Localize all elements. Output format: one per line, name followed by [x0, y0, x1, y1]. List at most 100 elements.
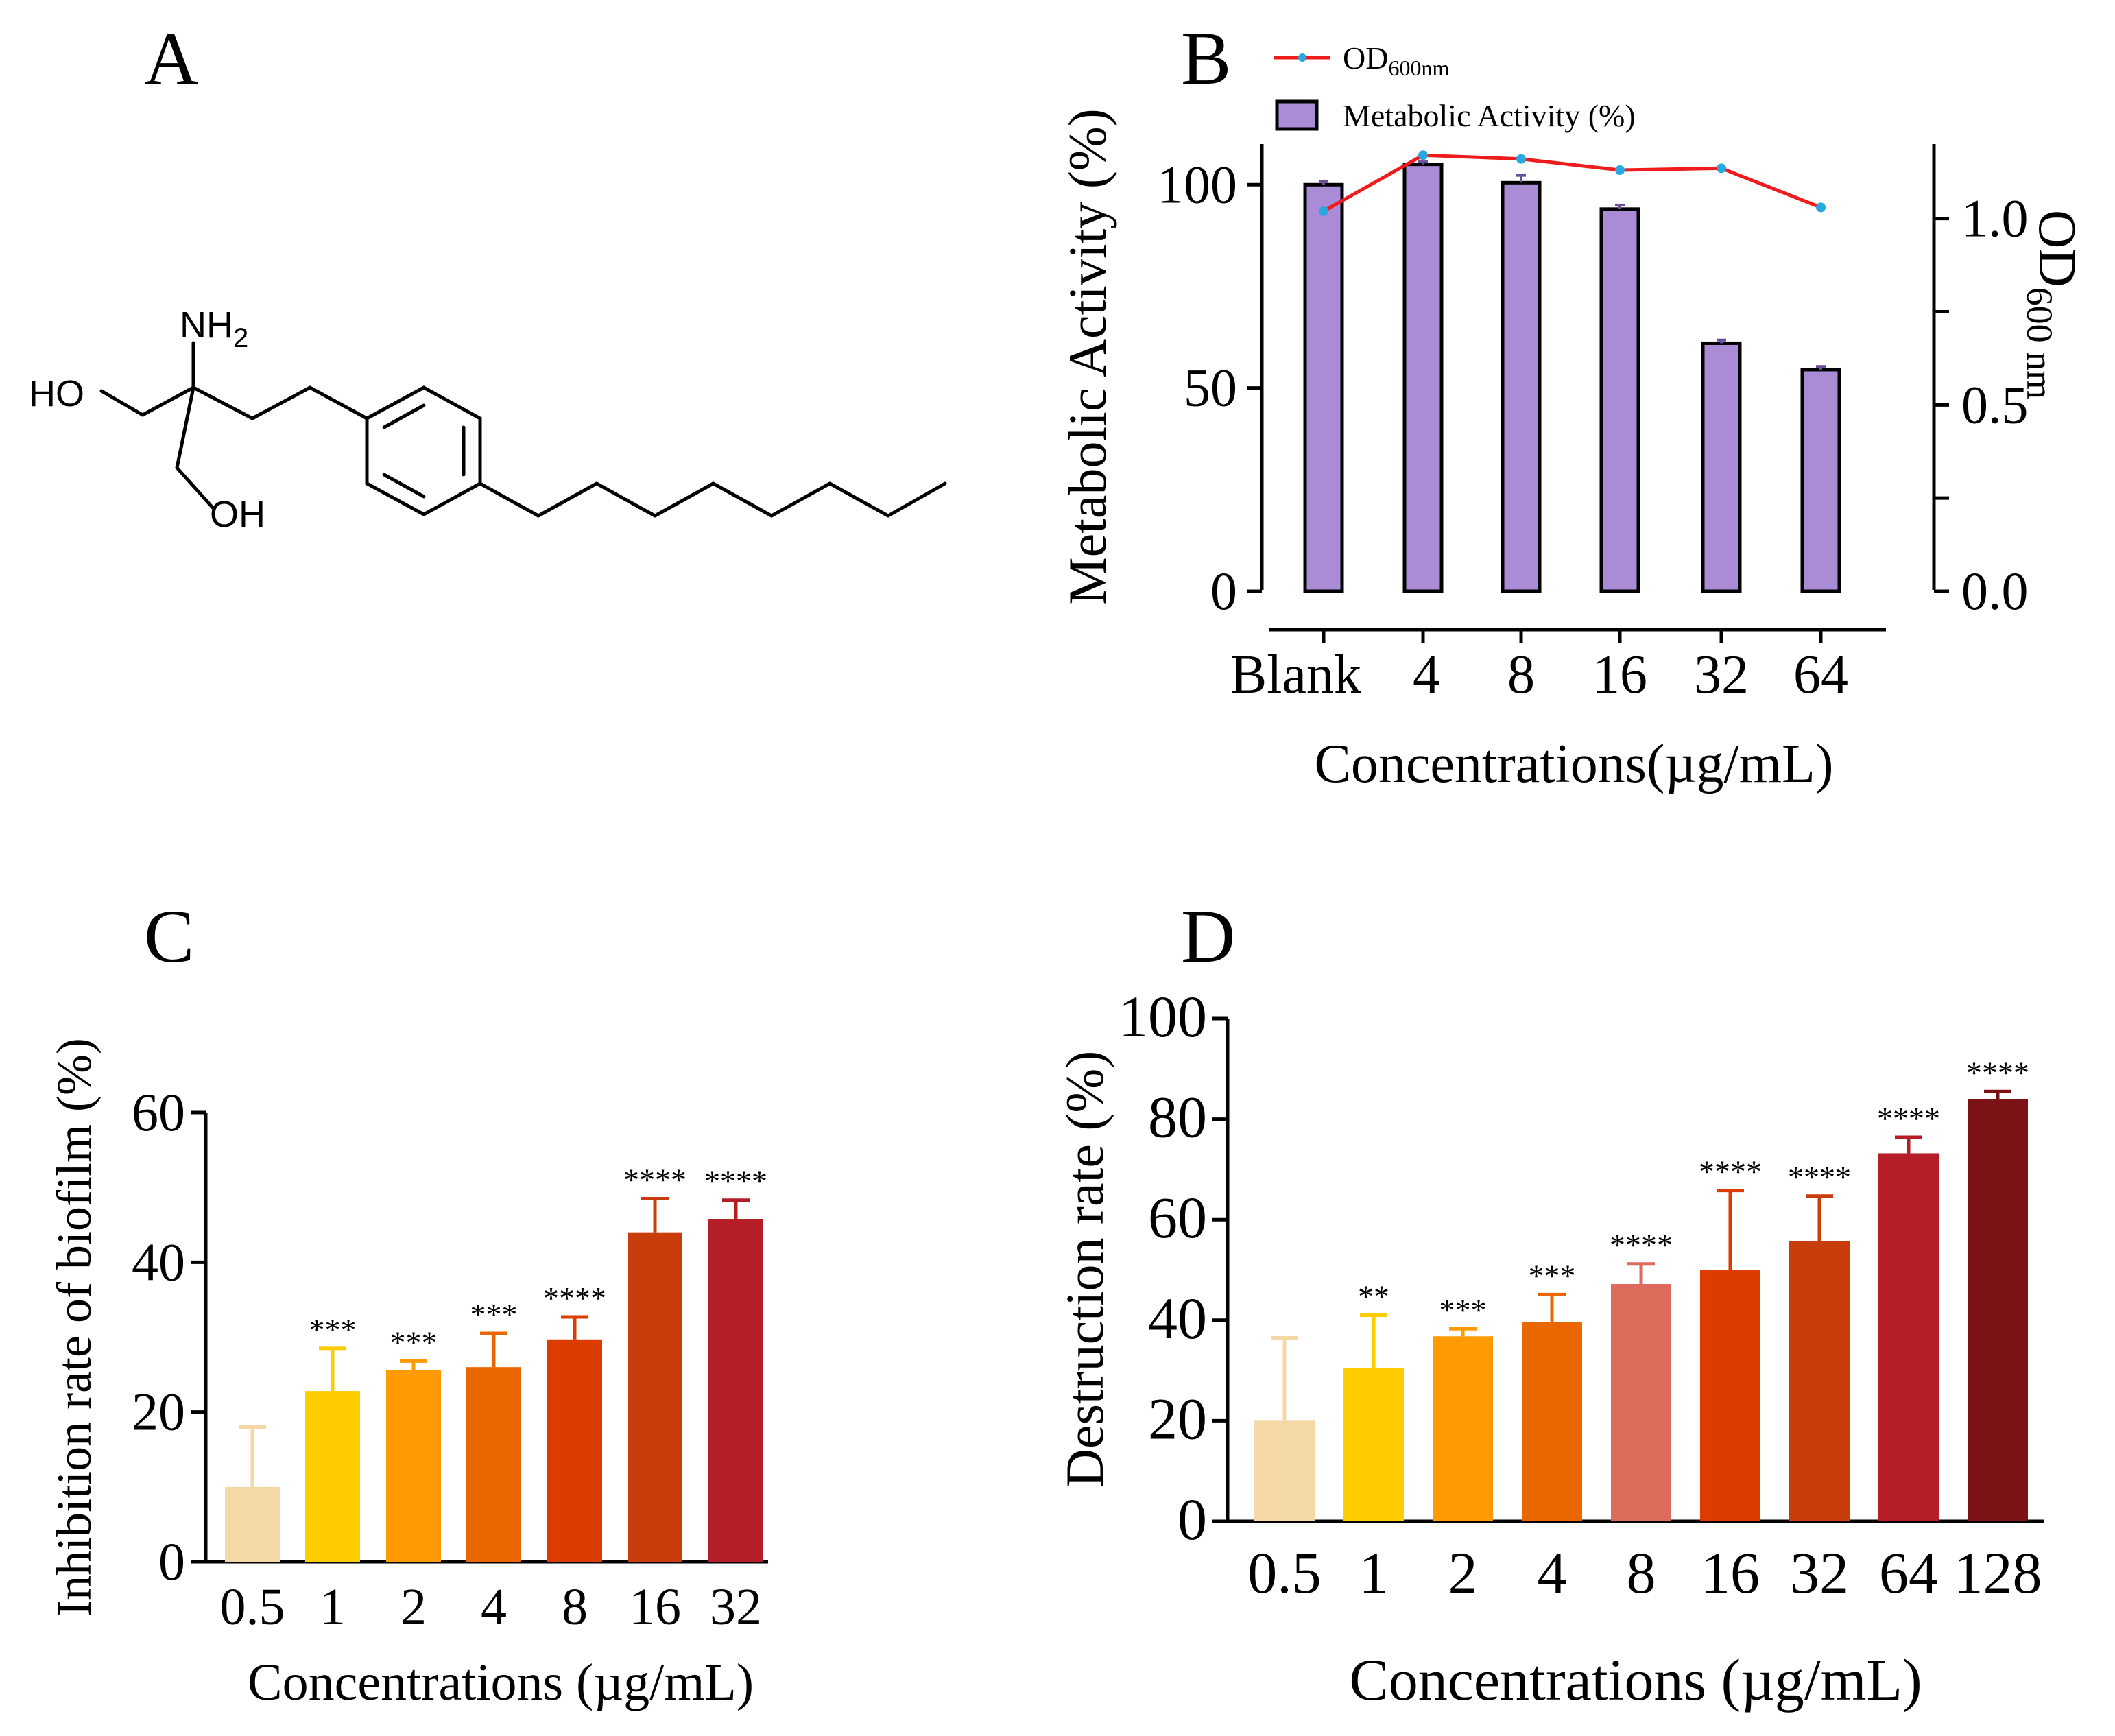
b-od-point-8 — [1516, 154, 1526, 164]
c-bar-4 — [466, 1367, 521, 1562]
d-x-tick-label-1: 1 — [1359, 1540, 1389, 1606]
b-y-tick-label-0: 0 — [1210, 561, 1237, 621]
d-bar-64 — [1878, 1153, 1939, 1521]
c-significance-4: *** — [470, 1297, 518, 1332]
c-x-tick-label-4: 4 — [481, 1578, 507, 1636]
b-od-line — [1319, 150, 1826, 216]
c-x-tick-label-16: 16 — [629, 1578, 681, 1636]
d-significance-32: **** — [1788, 1160, 1851, 1195]
c-bar-16 — [628, 1232, 682, 1562]
panel-label-d: D — [1181, 894, 1235, 978]
c-significance-1: *** — [309, 1312, 357, 1347]
b-x-tick-label-16: 16 — [1592, 645, 1647, 705]
b-od-point-4 — [1418, 150, 1428, 160]
d-significance-16: **** — [1699, 1154, 1762, 1189]
d-y-ticks: 0 20 40 60 80 100 — [1119, 984, 1228, 1552]
b-x-tick-label-32: 32 — [1694, 645, 1749, 705]
d-y-tick-label-0: 0 — [1178, 1486, 1207, 1552]
b-x-axis-title: Concentrations(µg/mL) — [1314, 734, 1833, 794]
panel-label-a: A — [144, 16, 198, 100]
b-bar-64 — [1800, 368, 1841, 593]
d-y-tick-label-2: 40 — [1148, 1285, 1207, 1351]
panel-b-chart: 0 50 100 0.0 0.5 1.0 Blank 4 8 16 32 64 OD600nm M… — [1058, 40, 2088, 794]
c-significance-16: **** — [623, 1163, 686, 1198]
b-bar-16 — [1599, 207, 1640, 593]
d-bar-1 — [1343, 1368, 1404, 1521]
c-significance-8: **** — [543, 1281, 606, 1316]
d-x-tick-label-32: 32 — [1790, 1540, 1849, 1606]
c-y-axis-title: Inhibition rate of biofilm (%) — [47, 1038, 101, 1617]
d-y-tick-label-5: 100 — [1119, 984, 1207, 1049]
c-x-tick-label-1: 1 — [320, 1578, 346, 1636]
c-y-tick-label-2: 40 — [132, 1232, 185, 1292]
c-bar-1 — [305, 1391, 360, 1562]
c-bar-2 — [386, 1370, 441, 1562]
b-bars — [1303, 160, 1841, 593]
c-y-tick-label-0: 0 — [158, 1532, 185, 1591]
b-bar-32 — [1701, 341, 1742, 593]
d-bar-8 — [1611, 1284, 1671, 1521]
b-x-tick-label-64: 64 — [1793, 645, 1848, 705]
legend-od-dot — [1298, 53, 1306, 62]
b-od-point-16 — [1615, 165, 1625, 176]
d-significance-1: ** — [1358, 1279, 1389, 1313]
b-legend: OD600nm Metabolic Activity (%) — [1274, 40, 1636, 133]
legend-activity-label: Metabolic Activity (%) — [1343, 98, 1636, 133]
b-x-ticks: Blank 4 8 16 32 64 — [1230, 630, 1848, 705]
d-x-tick-label-16: 16 — [1701, 1540, 1760, 1606]
c-x-tick-label-2: 2 — [401, 1578, 427, 1636]
b-y2-tick-label-1: 0.5 — [1961, 374, 2029, 434]
d-bar-0.5 — [1254, 1420, 1315, 1521]
d-bar-4 — [1522, 1322, 1582, 1521]
b-y-tick-label-2: 100 — [1157, 154, 1237, 214]
b-x-tick-label-8: 8 — [1507, 645, 1535, 705]
d-significance-4: *** — [1529, 1258, 1576, 1293]
c-bar-32 — [708, 1219, 763, 1562]
b-y-tick-label-1: 50 — [1184, 358, 1237, 418]
d-x-ticks: 0.5 1 2 4 8 16 32 64 128 — [1247, 1540, 2042, 1606]
b-y2-tick-label-0: 0.0 — [1961, 561, 2029, 621]
d-significance-128: **** — [1966, 1055, 2029, 1090]
d-x-tick-label-128: 128 — [1954, 1540, 2042, 1606]
c-x-tick-label-8: 8 — [562, 1578, 588, 1636]
d-x-tick-label-8: 8 — [1627, 1540, 1656, 1606]
c-bars: *** ****** ******** **** — [225, 1163, 767, 1562]
d-significance-64: **** — [1877, 1101, 1940, 1136]
b-y2-ticks: 0.0 0.5 1.0 — [1934, 189, 2029, 621]
b-bar-Blank — [1303, 182, 1344, 593]
d-x-tick-label-4: 4 — [1538, 1540, 1567, 1606]
c-y-tick-label-1: 20 — [132, 1382, 185, 1442]
panel-label-b: B — [1181, 16, 1231, 100]
d-x-tick-label-64: 64 — [1879, 1540, 1938, 1606]
c-x-ticks: 0.5 1 2 4 8 16 32 — [220, 1578, 763, 1636]
c-bar-8 — [547, 1339, 602, 1562]
d-x-tick-label-0.5: 0.5 — [1247, 1540, 1322, 1606]
b-y2-tick-label-2: 1.0 — [1961, 189, 2029, 248]
d-bars: ** ************** ************ — [1254, 1055, 2029, 1521]
d-bar-16 — [1700, 1270, 1760, 1521]
oh-label: OH — [210, 494, 265, 535]
c-bar-0.5 — [225, 1486, 280, 1562]
d-x-tick-label-2: 2 — [1448, 1540, 1478, 1606]
d-bar-128 — [1968, 1099, 2028, 1521]
c-x-tick-label-0.5: 0.5 — [220, 1578, 285, 1636]
d-bar-2 — [1433, 1336, 1493, 1521]
b-od-point-32 — [1717, 163, 1726, 174]
b-x-tick-label-4: 4 — [1413, 645, 1440, 705]
b-od-point-Blank — [1319, 206, 1328, 216]
nh2-label: NH2 — [180, 305, 248, 353]
b-x-tick-label-Blank: Blank — [1230, 645, 1361, 705]
b-od-series-line — [1322, 153, 1821, 213]
d-y-tick-label-1: 20 — [1148, 1386, 1207, 1451]
d-y-axis-title: Destruction rate (%) — [1055, 1051, 1114, 1488]
ho-label: HO — [29, 373, 84, 414]
d-bar-32 — [1789, 1241, 1850, 1521]
d-significance-2: *** — [1439, 1292, 1487, 1327]
molecule-structure — [99, 341, 947, 518]
d-y-tick-label-4: 80 — [1148, 1084, 1207, 1150]
c-y-ticks: 0 20 40 60 — [132, 1082, 206, 1591]
b-bar-8 — [1501, 180, 1542, 593]
legend-od-label: OD600nm — [1343, 40, 1449, 80]
